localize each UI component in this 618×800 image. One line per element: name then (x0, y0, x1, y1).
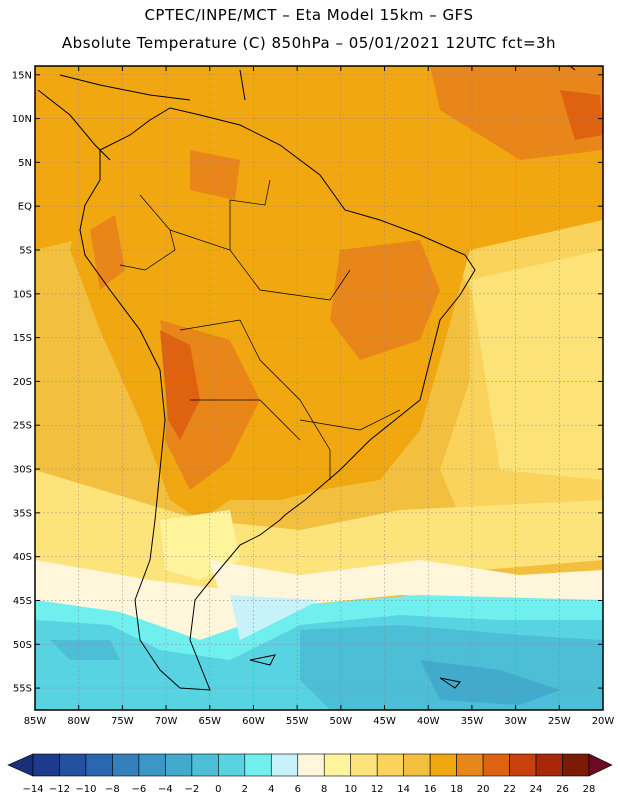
colorbar-tick-label: 4 (268, 784, 274, 795)
colorbar-swatch (456, 753, 484, 777)
chart-title-line-1: CPTEC/INPE/MCT – Eta Model 15km – GFS (144, 6, 474, 24)
colorbar-swatch (59, 753, 87, 777)
chart-title-line-2: Absolute Temperature (C) 850hPa – 05/01/… (61, 34, 557, 52)
lon-label: 40W (417, 716, 440, 727)
lat-label: 15S (13, 333, 32, 344)
lat-label: 35S (13, 508, 32, 519)
colorbar-tick-label: 18 (450, 784, 463, 795)
colorbar-tick-label: −12 (49, 784, 70, 795)
lat-label: 15N (12, 70, 32, 81)
axis-ticks (34, 66, 604, 710)
lon-label: 65W (198, 716, 221, 727)
colorbar-max-arrow (588, 753, 613, 777)
lon-label: 35W (461, 716, 484, 727)
colorbar-swatch (138, 753, 166, 777)
colorbar-tick-label: 26 (556, 784, 569, 795)
lon-label: 20W (592, 716, 615, 727)
colorbar-tick-label: 0 (215, 784, 221, 795)
lat-label: 50S (13, 640, 32, 651)
colorbar (7, 753, 613, 777)
colorbar-swatch (244, 753, 272, 777)
colorbar-swatch (509, 753, 537, 777)
colorbar-swatch (191, 753, 219, 777)
colorbar-swatch (85, 753, 113, 777)
colorbar-tick-label: 12 (371, 784, 384, 795)
longitude-labels: 85W 80W 75W 70W 65W 60W 55W 50W 45W 40W 35W 30W 25W 2… (24, 716, 615, 727)
colorbar-tick-label: −4 (158, 784, 173, 795)
lon-label: 25W (548, 716, 571, 727)
temperature-field (35, 66, 603, 710)
colorbar-swatch (429, 753, 457, 777)
lat-label: 55S (13, 684, 32, 695)
colorbar-tick-label: 8 (321, 784, 327, 795)
colorbar-swatch (350, 753, 378, 777)
colorbar-swatch (165, 753, 193, 777)
lat-label: 30S (13, 465, 32, 476)
colorbar-swatch (323, 753, 352, 777)
colorbar-swatch (562, 753, 590, 777)
lat-label: 5S (19, 246, 32, 257)
lat-label: 20S (13, 377, 32, 388)
lon-label: 70W (155, 716, 178, 727)
colorbar-tick-label: 22 (503, 784, 516, 795)
colorbar-tick-label: 10 (344, 784, 357, 795)
lon-label: 85W (24, 716, 47, 727)
colorbar-swatch (482, 753, 510, 777)
colorbar-swatch (297, 753, 325, 777)
lat-label: 10S (13, 289, 32, 300)
colorbar-tick-label: 24 (530, 784, 543, 795)
colorbar-tick-label: 6 (295, 784, 301, 795)
lon-label: 80W (67, 716, 90, 727)
lat-label: 25S (13, 421, 32, 432)
colorbar-tick-label: 16 (424, 784, 437, 795)
colorbar-tick-label: −8 (105, 784, 120, 795)
lat-label: 10N (12, 114, 32, 125)
coastlines (37, 66, 576, 691)
lon-label: 60W (242, 716, 265, 727)
colorbar-tick-label: −10 (75, 784, 96, 795)
lon-label: 75W (111, 716, 134, 727)
lon-label: 30W (504, 716, 527, 727)
colorbar-swatch (218, 753, 246, 777)
colorbar-tick-label: −6 (132, 784, 147, 795)
colorbar-labels: −14 −12 −10 −8 −6 −4 −2 0 2 4 6 8 10 12 14 16 18 20 22 24 26… (22, 784, 595, 795)
lon-label: 55W (286, 716, 309, 727)
colorbar-tick-label: 2 (242, 784, 248, 795)
colorbar-tick-label: 28 (583, 784, 596, 795)
colorbar-min-arrow (7, 753, 34, 777)
lat-label: 40S (13, 552, 32, 563)
colorbar-tick-label: −2 (184, 784, 199, 795)
country-borders (119, 179, 401, 480)
colorbar-tick-label: 20 (477, 784, 490, 795)
map-frame (34, 65, 604, 711)
colorbar-swatch (270, 753, 299, 777)
lat-label: EQ (18, 202, 32, 213)
colorbar-swatch (376, 753, 404, 777)
lon-label: 45W (373, 716, 396, 727)
latitude-labels: 15N 10N 5N EQ 5S 10S 15S 20S 25S 30S 35S 40S 45S 50S 5… (12, 70, 32, 694)
lat-label: 5N (18, 158, 32, 169)
colorbar-swatch (112, 753, 140, 777)
lon-label: 50W (330, 716, 353, 727)
colorbar-swatch (403, 753, 431, 777)
colorbar-swatch (535, 753, 563, 777)
colorbar-tick-label: 14 (397, 784, 410, 795)
colorbar-tick-label: −14 (22, 784, 43, 795)
colorbar-swatch (32, 753, 60, 777)
lat-label: 45S (13, 596, 32, 607)
